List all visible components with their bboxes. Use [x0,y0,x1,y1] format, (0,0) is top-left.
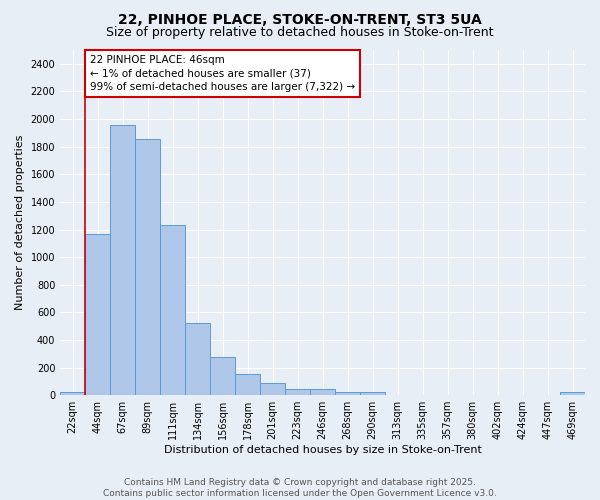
Bar [535,394,560,395]
Bar [285,389,310,395]
Bar [185,324,210,395]
Bar [110,124,135,395]
Bar [385,394,410,395]
Text: Contains HM Land Registry data © Crown copyright and database right 2025.
Contai: Contains HM Land Registry data © Crown c… [103,478,497,498]
Bar [510,394,535,395]
Bar [160,226,185,395]
Text: 22 PINHOE PLACE: 46sqm
← 1% of detached houses are smaller (37)
99% of semi-deta: 22 PINHOE PLACE: 46sqm ← 1% of detached … [90,56,355,92]
Bar [235,374,260,395]
Bar [210,357,235,395]
Bar [335,392,360,395]
Bar [310,389,335,395]
Bar [360,392,385,395]
Bar [435,394,460,395]
X-axis label: Distribution of detached houses by size in Stoke-on-Trent: Distribution of detached houses by size … [164,445,482,455]
Bar [485,394,510,395]
Bar [60,392,85,395]
Bar [410,394,435,395]
Bar [135,139,160,395]
Bar [85,234,110,395]
Bar [460,394,485,395]
Bar [260,383,285,395]
Y-axis label: Number of detached properties: Number of detached properties [15,135,25,310]
Text: Size of property relative to detached houses in Stoke-on-Trent: Size of property relative to detached ho… [106,26,494,39]
Text: 22, PINHOE PLACE, STOKE-ON-TRENT, ST3 5UA: 22, PINHOE PLACE, STOKE-ON-TRENT, ST3 5U… [118,12,482,26]
Bar [560,392,585,395]
